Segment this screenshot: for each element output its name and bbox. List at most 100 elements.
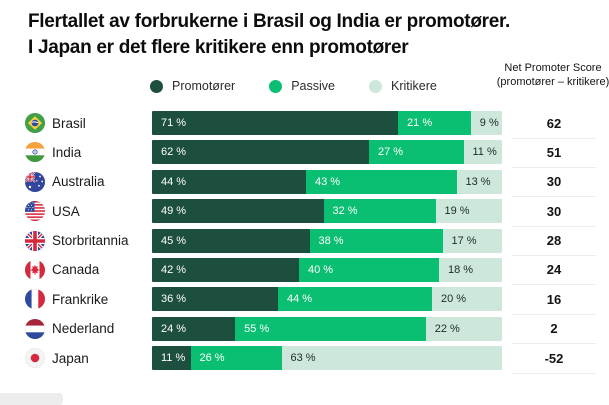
country-cell: Australia xyxy=(24,171,152,192)
flag-au-icon xyxy=(25,171,45,192)
chart-row-brasil: Brasil 71 % 21 % 9 % 62 xyxy=(24,111,596,139)
country-label: India xyxy=(52,144,82,160)
stacked-bar: 45 % 38 % 17 % xyxy=(152,228,502,253)
legend-label: Promotører xyxy=(172,79,236,93)
country-label: Brasil xyxy=(52,115,86,131)
nps-row-separator xyxy=(512,284,596,286)
bar-segment-promotorer: 36 % xyxy=(152,287,278,312)
bar-segment-passive: 21 % xyxy=(398,111,471,135)
bar-segment-promotorer: 71 % xyxy=(152,111,399,135)
country-label: USA xyxy=(52,203,80,219)
country-cell: Storbritannia xyxy=(24,230,152,251)
title-line-2: I Japan er det flere kritikere enn promo… xyxy=(28,37,409,58)
chart-rows: Brasil 71 % 21 % 9 % 62 India 62 % 27 % 11 % 51 … xyxy=(24,111,596,374)
country-label: Australia xyxy=(52,174,105,190)
stacked-bar: 62 % 27 % 11 % xyxy=(152,140,502,165)
chart-row-usa: USA 49 % 32 % 19 % 30 xyxy=(24,199,596,227)
country-cell: Japan xyxy=(24,348,152,369)
nps-row-separator xyxy=(512,343,596,345)
title-line-1: Flertallet av forbrukerne i Brasil og In… xyxy=(28,11,511,32)
stacked-bar: 24 % 55 % 22 % xyxy=(152,316,502,341)
bar-segment-passive: 55 % xyxy=(235,316,426,341)
nps-value: 30 xyxy=(546,203,562,219)
nps-row-separator xyxy=(512,372,596,374)
nps-value: 28 xyxy=(546,233,562,249)
bar-segment-promotorer: 49 % xyxy=(152,199,324,224)
bar-segment-passive: 44 % xyxy=(278,287,432,312)
nps-value: 30 xyxy=(546,174,562,190)
flag-in-icon xyxy=(25,142,45,163)
country-label: Japan xyxy=(52,350,89,366)
flag-gb-icon xyxy=(25,230,45,251)
nps-row-separator xyxy=(512,313,596,315)
bar-segment-promotorer: 24 % xyxy=(152,316,236,341)
stacked-bar: 36 % 44 % 20 % xyxy=(152,287,502,312)
nps-value: 16 xyxy=(546,291,562,307)
chart-row-japan: Japan 11 % 26 % 63 % -52 xyxy=(24,346,596,374)
legend-item-kritikere: Kritikere xyxy=(368,79,437,93)
bar-segment-promotorer: 11 % xyxy=(152,346,191,371)
bar-segment-passive: 27 % xyxy=(369,140,464,165)
flag-us-icon xyxy=(25,201,45,222)
country-label: Canada xyxy=(52,262,100,278)
bar-segment-kritikere: 11 % xyxy=(463,140,502,165)
country-label: Storbritannia xyxy=(52,233,129,249)
chart-row-nederland: Nederland 24 % 55 % 22 % 2 xyxy=(24,316,596,345)
chart-row-australia: Australia 44 % 43 % 13 % 30 xyxy=(24,169,596,198)
bar-segment-passive: 38 % xyxy=(309,228,443,253)
nps-value: 2 xyxy=(550,321,558,337)
bar-segment-promotorer: 62 % xyxy=(152,140,369,165)
nps-value: 62 xyxy=(546,115,562,131)
bar-segment-kritikere: 9 % xyxy=(470,111,502,135)
legend-item-promotører: Promotører xyxy=(150,79,235,93)
nps-row-separator xyxy=(512,255,596,257)
chart-row-frankrike: Frankrike 36 % 44 % 20 % 16 xyxy=(24,287,596,315)
nps-value: 24 xyxy=(546,262,562,278)
legend-item-passive: Passive xyxy=(269,79,335,93)
bar-segment-kritikere: 17 % xyxy=(442,228,502,253)
chart-row-storbritannia: Storbritannia 45 % 38 % 17 % 28 xyxy=(24,228,596,257)
flag-fr-icon xyxy=(25,289,45,310)
flag-nl-icon xyxy=(25,318,45,339)
legend: Promotører Passive Kritikere xyxy=(150,79,437,93)
bar-segment-kritikere: 22 % xyxy=(425,316,502,341)
nps-row-separator xyxy=(512,166,596,168)
legend-label: Passive xyxy=(291,79,335,93)
bar-segment-passive: 43 % xyxy=(306,169,457,194)
stacked-bar: 11 % 26 % 63 % xyxy=(152,346,502,371)
bar-segment-passive: 32 % xyxy=(323,199,436,224)
nps-value: -52 xyxy=(544,350,564,366)
nps-column-header: Net Promoter Score (promotører – kritike… xyxy=(496,62,609,88)
flag-jp-icon xyxy=(25,348,45,369)
nps-row-separator xyxy=(512,196,596,198)
nps-value: 51 xyxy=(546,144,562,160)
stacked-bar: 42 % 40 % 18 % xyxy=(152,257,502,282)
nps-row-separator xyxy=(512,225,596,227)
country-cell: Nederland xyxy=(24,318,152,339)
country-cell: Brasil xyxy=(24,113,152,133)
bar-segment-promotorer: 44 % xyxy=(152,169,306,194)
stacked-bar: 49 % 32 % 19 % xyxy=(152,199,502,224)
bar-segment-kritikere: 18 % xyxy=(439,257,502,282)
bar-segment-kritikere: 20 % xyxy=(432,287,502,312)
stacked-bar: 71 % 21 % 9 % xyxy=(152,111,502,135)
bar-segment-passive: 26 % xyxy=(190,346,282,371)
bottom-left-strip xyxy=(0,393,63,405)
country-label: Nederland xyxy=(52,321,115,337)
legend-dot-icon xyxy=(150,79,163,93)
flag-br-icon xyxy=(25,113,45,133)
bar-segment-promotorer: 45 % xyxy=(152,228,310,253)
legend-label: Kritikere xyxy=(390,79,437,93)
page-title: Flertallet av forbrukerne i Brasil og In… xyxy=(28,9,510,61)
flag-ca-icon xyxy=(25,259,45,280)
stacked-bar: 44 % 43 % 13 % xyxy=(152,169,502,194)
bar-segment-passive: 40 % xyxy=(299,257,439,282)
chart-row-canada: Canada 42 % 40 % 18 % 24 xyxy=(24,257,596,286)
country-cell: Canada xyxy=(24,259,152,280)
legend-dot-icon xyxy=(269,79,283,93)
chart-row-india: India 62 % 27 % 11 % 51 xyxy=(24,140,596,168)
bar-segment-kritikere: 63 % xyxy=(281,346,502,371)
legend-dot-icon xyxy=(368,79,382,93)
country-cell: Frankrike xyxy=(24,289,152,310)
